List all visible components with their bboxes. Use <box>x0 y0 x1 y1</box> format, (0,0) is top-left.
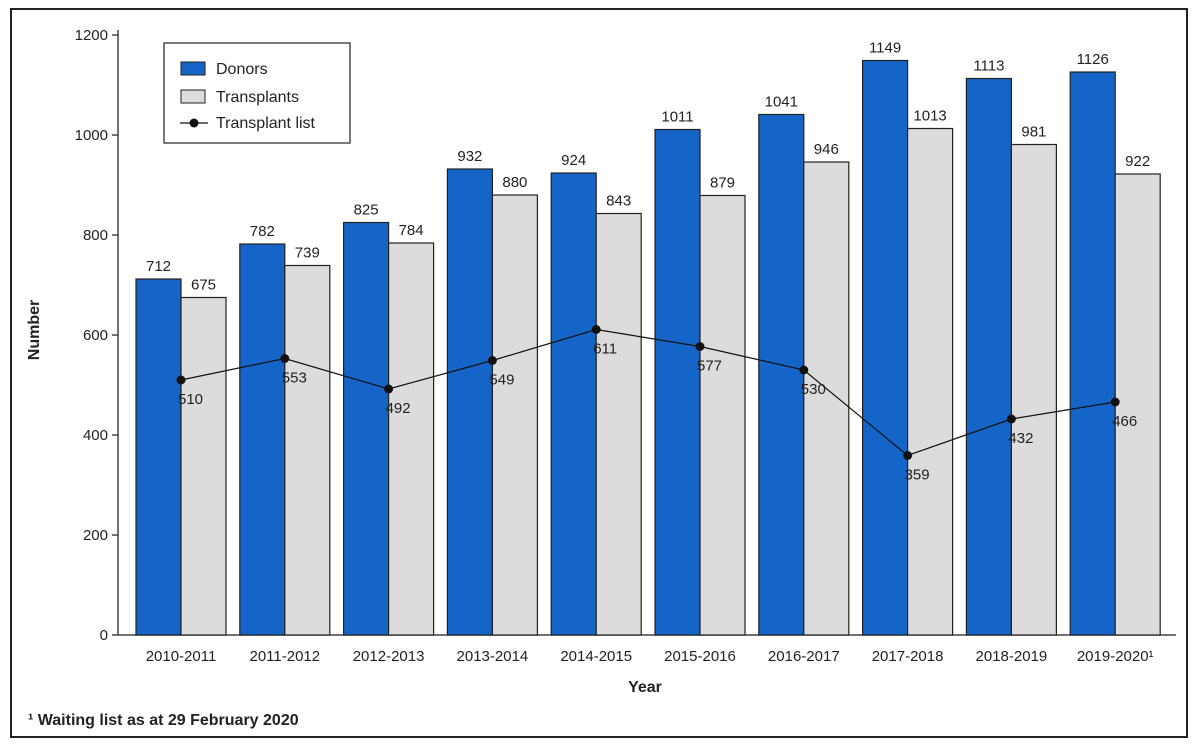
data-label-donors: 1126 <box>1077 51 1109 68</box>
bar-transplants <box>1114 173 1161 636</box>
data-label-transplant-list: 549 <box>489 372 514 389</box>
point-transplant-list <box>384 384 394 394</box>
legend-swatch-transplants <box>180 89 206 104</box>
data-label-donors: 712 <box>146 258 171 275</box>
data-label-transplants: 739 <box>295 245 320 262</box>
data-label-transplants: 1013 <box>913 108 946 125</box>
bar-transplants <box>699 194 746 636</box>
data-label-transplants: 880 <box>502 174 527 191</box>
data-label-donors: 932 <box>457 148 482 165</box>
footnote: ¹ Waiting list as at 29 February 2020 <box>28 712 299 729</box>
legend-label-transplants: Transplants <box>216 89 299 106</box>
data-label-donors: 1011 <box>661 109 693 126</box>
legend-marker-transplant-list <box>189 118 199 128</box>
point-transplant-list <box>903 451 913 460</box>
bar-donors <box>861 59 909 636</box>
bar-transplants <box>180 296 227 636</box>
line-transplant-list <box>180 328 1116 457</box>
bar-donors <box>758 113 805 636</box>
data-label-transplant-list: 611 <box>593 341 617 358</box>
legend-swatch-donors <box>180 61 206 76</box>
data-label-transplants: 946 <box>814 141 839 158</box>
data-label-transplant-list: 432 <box>1008 430 1033 447</box>
bar-donors <box>239 243 286 636</box>
x-tick-label: 2015-2016 <box>664 648 736 665</box>
data-label-transplant-list: 530 <box>801 381 826 398</box>
data-label-transplant-list: 359 <box>905 467 930 484</box>
bar-donors <box>654 128 701 636</box>
data-label-donors: 825 <box>354 202 379 219</box>
x-axis-label: Year <box>628 679 662 696</box>
data-label-donors: 924 <box>561 152 586 169</box>
bar-transplants <box>595 212 642 636</box>
point-transplant-list <box>487 356 497 365</box>
point-transplant-list <box>176 375 186 385</box>
point-transplant-list <box>1110 397 1120 407</box>
y-tick-label: 400 <box>83 427 108 444</box>
x-tick-label: 2011-2012 <box>249 648 320 665</box>
bar-donors <box>965 77 1013 636</box>
data-label-transplant-list: 492 <box>386 400 411 417</box>
data-label-donors: 1041 <box>765 94 798 111</box>
bar-transplants <box>491 194 538 636</box>
bar-transplants <box>803 161 850 636</box>
data-label-transplants: 879 <box>710 175 735 192</box>
legend-label-donors: Donors <box>216 61 268 78</box>
x-tick-label: 2014-2015 <box>560 648 632 665</box>
data-label-transplants: 922 <box>1125 153 1150 170</box>
bar-donors <box>1069 71 1116 636</box>
x-tick-label: 2012-2013 <box>353 648 425 665</box>
y-tick-label: 800 <box>83 227 108 244</box>
y-tick-label: 600 <box>83 327 108 344</box>
x-tick-label: 2013-2014 <box>457 648 529 665</box>
x-tick-label: 2019-2020¹ <box>1077 648 1154 665</box>
chart-frame <box>10 8 1188 738</box>
data-label-donors: 1113 <box>973 58 1004 75</box>
y-tick-label: 0 <box>100 627 108 644</box>
bar-transplants <box>284 264 331 636</box>
bar-donors <box>446 168 493 636</box>
bar-donors <box>343 221 390 636</box>
bar-donors <box>550 172 597 636</box>
y-tick-label: 200 <box>83 527 108 544</box>
legend-label-transplant-list: Transplant list <box>216 115 316 132</box>
x-tick-label: 2010-2011 <box>146 648 217 665</box>
y-axis-label: Number <box>26 300 43 360</box>
bar-donors <box>135 278 182 636</box>
bar-transplants <box>906 127 954 636</box>
data-label-transplant-list: 466 <box>1112 413 1137 430</box>
point-transplant-list <box>1006 414 1016 424</box>
data-label-transplants: 675 <box>191 277 216 294</box>
x-tick-label: 2017-2018 <box>872 648 944 665</box>
y-tick-label: 1200 <box>75 27 108 44</box>
bar-transplants <box>1010 143 1058 636</box>
bar-transplants <box>388 242 435 636</box>
data-label-transplants: 981 <box>1021 124 1046 141</box>
data-label-transplant-list: 510 <box>178 391 203 408</box>
data-label-donors: 782 <box>250 223 275 240</box>
data-label-donors: 1149 <box>869 40 901 57</box>
point-transplant-list <box>799 365 809 375</box>
point-transplant-list <box>280 354 290 363</box>
data-label-transplant-list: 553 <box>282 370 307 387</box>
y-tick-label: 1000 <box>75 127 108 144</box>
data-label-transplants: 784 <box>399 222 424 239</box>
point-transplant-list <box>591 325 601 334</box>
point-transplant-list <box>695 342 705 351</box>
x-tick-label: 2018-2019 <box>976 648 1048 665</box>
data-label-transplants: 843 <box>606 193 631 210</box>
data-label-transplant-list: 577 <box>697 358 722 375</box>
x-tick-label: 2016-2017 <box>768 648 840 665</box>
